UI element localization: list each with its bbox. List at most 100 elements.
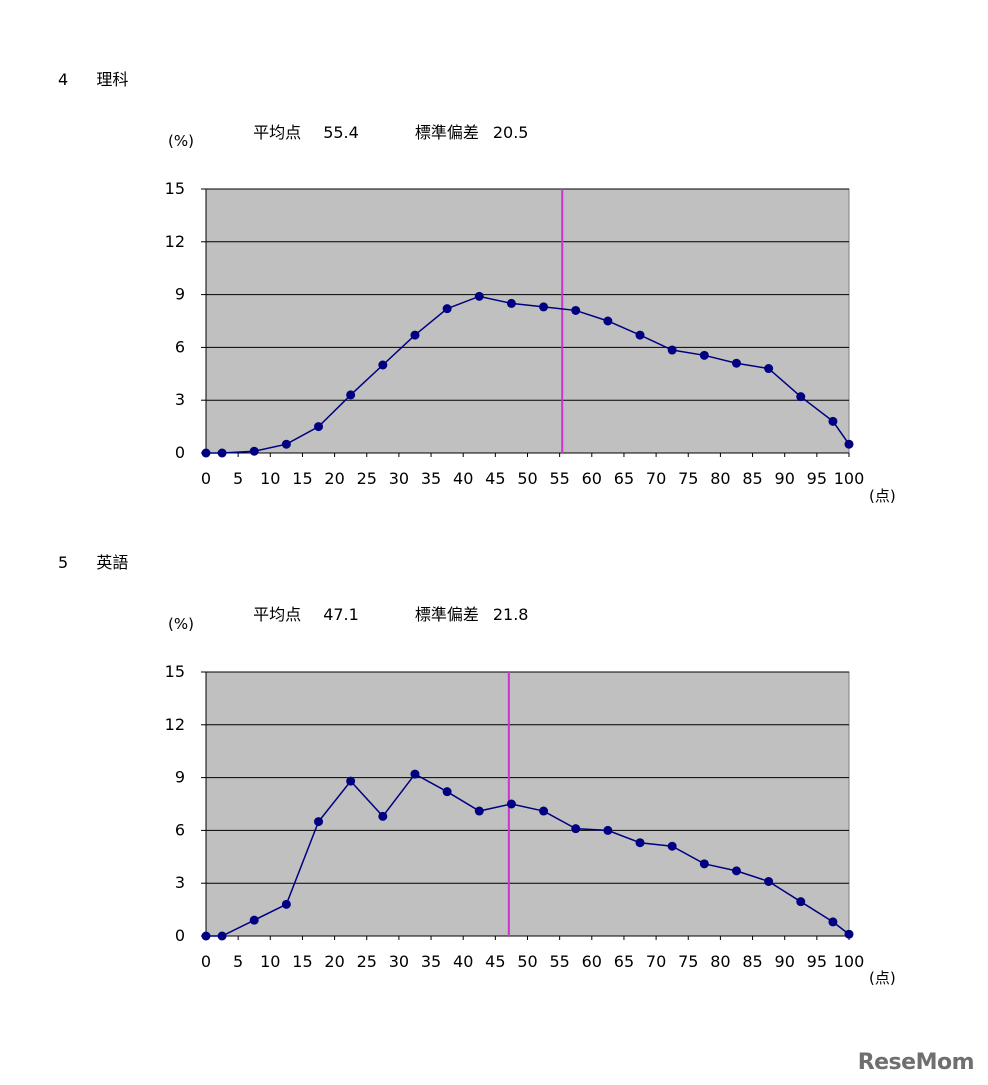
- data-point: [442, 787, 452, 797]
- y-tick-label: 6: [175, 337, 185, 356]
- mean-label: 平均点: [253, 123, 302, 142]
- x-tick-label: 65: [614, 469, 634, 488]
- x-unit-label: (点): [869, 487, 896, 505]
- x-unit-label: (点): [869, 969, 896, 987]
- data-point: [844, 929, 854, 939]
- x-tick-label: 5: [233, 952, 243, 971]
- data-point: [828, 416, 838, 426]
- x-tick-label: 10: [260, 469, 280, 488]
- data-point: [828, 917, 838, 927]
- data-point: [699, 859, 709, 869]
- x-tick-label: 65: [614, 952, 634, 971]
- data-point: [796, 392, 806, 402]
- x-tick-label: 0: [201, 952, 211, 971]
- x-tick-label: 20: [324, 952, 344, 971]
- data-point: [731, 358, 741, 368]
- data-point: [249, 915, 259, 925]
- x-tick-label: 35: [421, 469, 441, 488]
- y-tick-label: 15: [165, 179, 185, 198]
- x-tick-label: 70: [646, 469, 666, 488]
- data-point: [249, 446, 259, 456]
- y-tick-label: 12: [165, 232, 185, 251]
- x-tick-label: 10: [260, 952, 280, 971]
- x-tick-label: 45: [485, 469, 505, 488]
- data-point: [796, 897, 806, 907]
- x-tick-label: 30: [389, 952, 409, 971]
- data-point: [571, 824, 581, 834]
- y-tick-label: 15: [165, 662, 185, 681]
- x-tick-label: 95: [807, 469, 827, 488]
- x-tick-label: 25: [357, 952, 377, 971]
- y-unit-label: (%): [168, 132, 194, 150]
- mean-label: 平均点: [253, 605, 302, 624]
- y-tick-label: 0: [175, 926, 185, 945]
- data-point: [539, 806, 549, 816]
- x-tick-label: 100: [834, 469, 865, 488]
- y-tick-label: 9: [175, 285, 185, 304]
- data-point: [281, 439, 291, 449]
- x-tick-label: 80: [710, 469, 730, 488]
- x-tick-label: 90: [775, 952, 795, 971]
- data-point: [201, 931, 211, 941]
- x-tick-label: 60: [582, 952, 602, 971]
- x-tick-label: 80: [710, 952, 730, 971]
- data-point: [667, 345, 677, 355]
- data-point: [378, 360, 388, 370]
- data-point: [410, 769, 420, 779]
- y-tick-label: 3: [175, 390, 185, 409]
- x-tick-label: 0: [201, 469, 211, 488]
- x-tick-label: 90: [775, 469, 795, 488]
- section-title-english: 5 英語: [58, 549, 128, 573]
- data-point: [571, 305, 581, 315]
- x-tick-label: 85: [742, 469, 762, 488]
- stats-line-english: 平均点 47.1 標準偏差 21.8: [243, 582, 528, 625]
- data-point: [474, 291, 484, 301]
- x-tick-label: 45: [485, 952, 505, 971]
- section-number: 4: [58, 70, 69, 89]
- data-point: [346, 390, 356, 400]
- x-tick-label: 20: [324, 469, 344, 488]
- data-point: [314, 422, 324, 432]
- sd-label: 標準偏差: [414, 605, 479, 624]
- data-point: [201, 448, 211, 458]
- data-point: [217, 448, 227, 458]
- x-tick-label: 60: [582, 469, 602, 488]
- data-point: [474, 806, 484, 816]
- x-tick-label: 75: [678, 469, 698, 488]
- data-point: [635, 330, 645, 340]
- data-point: [764, 876, 774, 886]
- x-tick-label: 50: [517, 952, 537, 971]
- x-tick-label: 35: [421, 952, 441, 971]
- y-tick-label: 3: [175, 873, 185, 892]
- series-line: [206, 295, 850, 454]
- y-tick-label: 9: [175, 768, 185, 787]
- x-tick-label: 55: [549, 469, 569, 488]
- x-tick-label: 100: [834, 952, 865, 971]
- data-point: [731, 866, 741, 876]
- y-tick-label: 12: [165, 715, 185, 734]
- x-tick-label: 15: [292, 469, 312, 488]
- data-point: [603, 825, 613, 835]
- data-point: [667, 841, 677, 851]
- data-point: [635, 838, 645, 848]
- data-point: [506, 799, 516, 809]
- stats-line-science: 平均点 55.4 標準偏差 20.5: [243, 100, 528, 143]
- y-unit-label: (%): [168, 615, 194, 633]
- data-point: [603, 316, 613, 326]
- data-point: [442, 304, 452, 314]
- data-point: [346, 776, 356, 786]
- x-tick-label: 25: [357, 469, 377, 488]
- section-number: 5: [58, 553, 69, 572]
- data-point: [281, 899, 291, 909]
- data-point: [378, 811, 388, 821]
- series-line: [206, 773, 850, 937]
- data-point: [699, 350, 709, 360]
- data-point: [844, 439, 854, 449]
- resemom-logo: ReseMom: [857, 1050, 975, 1075]
- x-tick-label: 75: [678, 952, 698, 971]
- x-tick-label: 40: [453, 469, 473, 488]
- plot-area: [205, 188, 850, 454]
- data-point: [539, 302, 549, 312]
